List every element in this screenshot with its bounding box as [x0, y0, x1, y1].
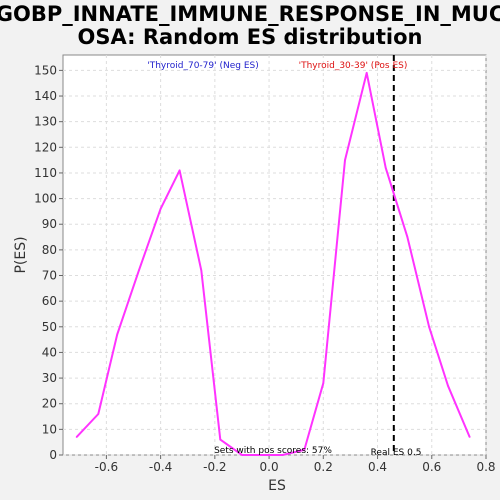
- y-axis-label: P(ES): [13, 236, 29, 273]
- es-data-point: [159, 208, 162, 210]
- x-tick-label: 0.6: [422, 460, 441, 474]
- x-axis: -0.6 -0.4 -0.2 0.0 0.2 0.4 0.6 0.8: [95, 455, 496, 474]
- es-data-point: [281, 454, 284, 456]
- es-distribution-line: [75, 71, 471, 456]
- plot-area: [62, 54, 487, 456]
- es-data-point: [97, 413, 100, 415]
- es-data-point: [303, 449, 306, 451]
- es-data-point: [384, 167, 387, 169]
- x-tick-label: 0.4: [368, 460, 387, 474]
- chart-title-line-1: GOBP_INNATE_IMMUNE_RESPONSE_IN_MUC: [0, 2, 500, 26]
- y-tick-label: 100: [34, 192, 57, 206]
- y-axis: 0 10 20 30 40 50 60 70 80 90 100 110 120 130 140 150: [34, 63, 63, 462]
- es-data-point: [116, 333, 119, 336]
- y-tick-label: 60: [42, 294, 57, 308]
- x-tick-label: -0.2: [203, 460, 226, 474]
- x-axis-label: ES: [268, 478, 286, 494]
- es-data-point: [322, 382, 325, 385]
- y-tick-label: 70: [42, 269, 57, 283]
- y-tick-label: 40: [42, 345, 57, 359]
- es-data-point: [241, 454, 243, 456]
- es-data-point: [428, 325, 430, 328]
- y-tick-label: 20: [42, 397, 57, 411]
- es-data-point: [365, 72, 368, 74]
- x-tick-label: -0.4: [149, 460, 172, 474]
- es-data-point: [468, 436, 471, 438]
- y-tick-label: 120: [34, 140, 57, 154]
- chart-title-line-2: OSA: Random ES distribution: [78, 25, 423, 49]
- pos-es-label: 'Thyroid_30-39' (Pos ES): [299, 61, 408, 71]
- y-tick-label: 30: [42, 371, 57, 385]
- x-tick-label: 0.8: [476, 460, 495, 474]
- es-data-point: [178, 169, 181, 172]
- es-data-point: [344, 159, 346, 161]
- es-data-point: [447, 384, 449, 387]
- es-data-point: [406, 236, 409, 238]
- grid-lines: [63, 55, 487, 456]
- y-tick-label: 0: [49, 448, 57, 462]
- x-tick-label: -0.6: [95, 460, 118, 474]
- es-data-point: [262, 454, 265, 456]
- y-tick-label: 110: [34, 166, 57, 180]
- es-data-point: [200, 269, 203, 272]
- es-data-point: [75, 436, 78, 438]
- neg-es-label: 'Thyroid_70-79' (Neg ES): [147, 61, 258, 71]
- y-tick-label: 50: [42, 320, 57, 334]
- series-layer: [75, 71, 471, 456]
- real-es-label: Real ES 0.5: [371, 448, 422, 458]
- x-tick-label: 0.0: [260, 460, 279, 474]
- pos-scores-label: Sets with pos scores: 57%: [214, 446, 332, 456]
- y-tick-label: 90: [42, 217, 57, 231]
- y-tick-label: 140: [34, 89, 57, 103]
- es-data-point: [138, 269, 140, 272]
- y-tick-label: 150: [34, 63, 57, 77]
- y-tick-label: 130: [34, 115, 57, 129]
- y-tick-label: 10: [42, 422, 57, 436]
- y-tick-label: 80: [42, 243, 57, 257]
- es-data-point: [219, 438, 222, 441]
- x-tick-label: 0.2: [314, 460, 333, 474]
